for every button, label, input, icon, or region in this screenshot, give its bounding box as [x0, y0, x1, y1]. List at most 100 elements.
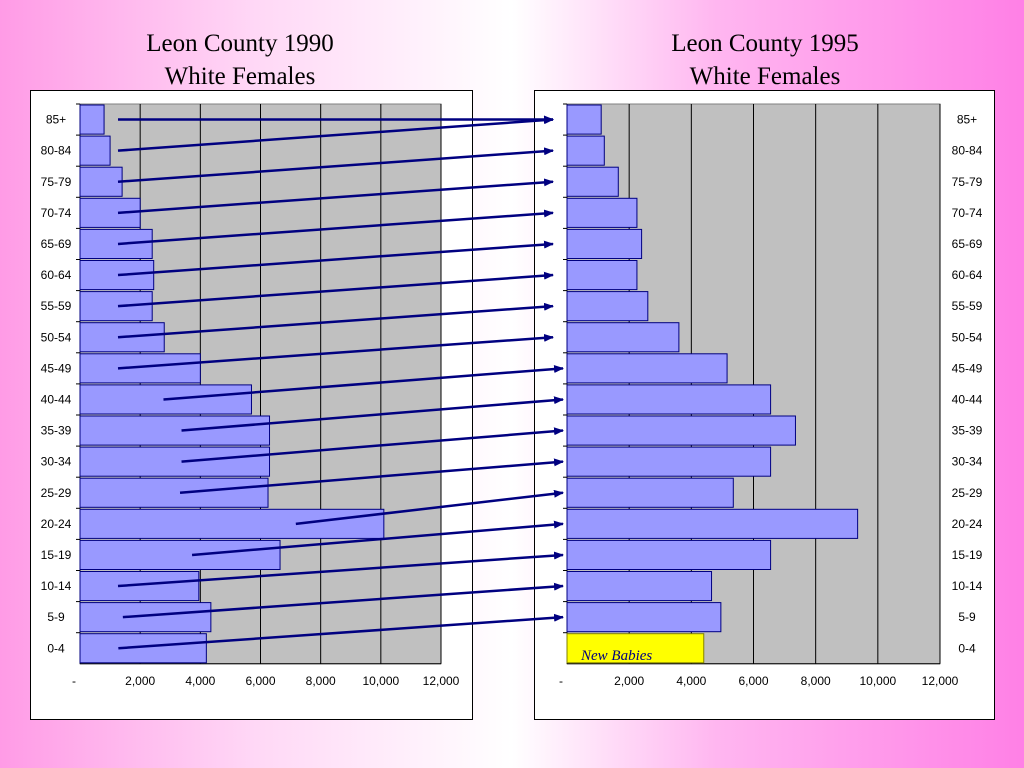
left-category-label: 55-59 — [41, 299, 72, 313]
cohort-arrow — [117, 116, 554, 152]
right-category-label: 20-24 — [952, 517, 983, 531]
cohort-arrow — [117, 302, 554, 339]
left-category-label: 10-14 — [41, 579, 72, 593]
cohort-arrow — [117, 333, 554, 370]
right-x-tick-label: 2,000 — [614, 674, 644, 688]
right-category-label: 0-4 — [958, 641, 976, 655]
right-bar-75-79 — [566, 166, 619, 197]
left-chart: 85+ 80-84 75-79 70-74 65-69 60-64 55-59 50-54 45… — [41, 103, 460, 688]
left-chart-title: Leon County 1990 White Females — [40, 27, 440, 93]
cohort-arrow — [163, 365, 564, 401]
left-bar-75-79 — [79, 166, 123, 197]
left-bar-60-64 — [79, 260, 155, 291]
left-category-label: 45-49 — [41, 361, 72, 375]
right-bar-85+ — [566, 104, 602, 135]
right-category-label: 5-9 — [958, 610, 976, 624]
right-category-label: 70-74 — [952, 206, 983, 220]
left-category-label: 65-69 — [41, 237, 72, 251]
new-babies-label: New Babies — [580, 648, 652, 664]
right-bar-80-84 — [566, 135, 605, 166]
left-category-label: 0-4 — [47, 641, 65, 655]
left-title-line2: White Females — [164, 63, 316, 90]
right-category-label: 15-19 — [952, 548, 983, 562]
left-title-line1: Leon County 1990 — [146, 30, 334, 57]
cohort-arrow — [181, 427, 564, 463]
left-x-tick-label: 6,000 — [245, 674, 275, 688]
right-category-label: 55-59 — [952, 299, 983, 313]
right-x-tick-label: 10,000 — [859, 674, 896, 688]
cohort-arrow — [191, 520, 564, 557]
left-category-label: 40-44 — [41, 392, 72, 406]
right-x-tick-label: 4,000 — [676, 674, 706, 688]
left-bar-65-69 — [79, 228, 153, 259]
left-category-label: 15-19 — [41, 548, 72, 562]
right-x-tick-label: - — [559, 674, 563, 688]
right-chart: 85+ 80-84 75-79 70-74 65-69 60-64 55-59 50-54 45… — [559, 103, 983, 688]
right-x-tick-label: 8,000 — [801, 674, 831, 688]
left-category-label: 25-29 — [41, 486, 72, 500]
cohort-arrow — [117, 240, 554, 277]
left-x-tick-label: 4,000 — [185, 674, 215, 688]
right-category-label: 85+ — [957, 113, 977, 127]
right-category-label: 45-49 — [952, 361, 983, 375]
right-bar-5-9 — [566, 602, 722, 633]
right-title-line1: Leon County 1995 — [671, 30, 859, 57]
left-bar-5-9 — [79, 602, 212, 633]
cohort-arrow — [117, 209, 554, 246]
right-x-tick-label: 6,000 — [738, 674, 768, 688]
right-bar-60-64 — [566, 260, 638, 291]
right-category-label: 50-54 — [952, 330, 983, 344]
right-bar-65-69 — [566, 228, 643, 259]
cohort-arrow — [179, 458, 564, 494]
left-bar-0-4 — [79, 633, 207, 664]
left-x-tick-label: 12,000 — [423, 674, 460, 688]
right-bar-25-29 — [566, 477, 734, 508]
left-bar-10-14 — [79, 571, 200, 602]
cohort-arrow — [117, 147, 554, 183]
right-title-line2: White Females — [689, 63, 841, 90]
right-category-label: 80-84 — [952, 144, 983, 158]
right-category-label: 60-64 — [952, 268, 983, 282]
right-bar-30-34 — [566, 446, 772, 477]
cohort-arrow — [295, 489, 564, 526]
left-bar-15-19 — [79, 539, 281, 571]
left-bar-45-49 — [79, 353, 201, 384]
right-bar-10-14 — [566, 571, 713, 602]
left-x-tick-label: 10,000 — [362, 674, 399, 688]
cohort-arrows — [117, 115, 564, 650]
left-bar-85+ — [79, 104, 105, 135]
cohort-arrow — [117, 271, 554, 308]
right-bar-55-59 — [566, 291, 649, 322]
right-bar-35-39 — [566, 415, 796, 446]
left-bar-55-59 — [79, 291, 153, 322]
right-category-label: 25-29 — [952, 486, 983, 500]
cohort-arrow — [117, 551, 564, 588]
right-chart-title: Leon County 1995 White Females — [565, 27, 965, 93]
right-bar-45-49 — [566, 353, 728, 384]
right-bar-40-44 — [566, 384, 772, 415]
left-x-tick-label: 8,000 — [306, 674, 336, 688]
left-bar-30-34 — [79, 446, 271, 477]
right-category-label: 40-44 — [952, 392, 983, 406]
cohort-arrow — [181, 396, 564, 432]
left-category-label: 50-54 — [41, 330, 72, 344]
left-x-tick-label: 2,000 — [125, 674, 155, 688]
right-bar-15-19 — [566, 539, 772, 571]
right-category-label: 10-14 — [952, 579, 983, 593]
left-category-label: 30-34 — [41, 455, 72, 469]
right-bar-70-74 — [566, 197, 638, 228]
right-category-label: 75-79 — [952, 175, 983, 189]
left-bar-20-24 — [79, 508, 385, 539]
right-x-tick-label: 12,000 — [922, 674, 959, 688]
left-category-label: 5-9 — [47, 610, 65, 624]
right-bar-50-54 — [566, 322, 680, 353]
right-category-label: 35-39 — [952, 424, 983, 438]
left-category-label: 80-84 — [41, 144, 72, 158]
right-category-label: 65-69 — [952, 237, 983, 251]
cohort-arrow — [118, 613, 564, 650]
left-category-label: 85+ — [46, 113, 66, 127]
left-bar-35-39 — [79, 415, 271, 446]
left-bar-25-29 — [79, 477, 269, 508]
right-category-label: 30-34 — [952, 455, 983, 469]
